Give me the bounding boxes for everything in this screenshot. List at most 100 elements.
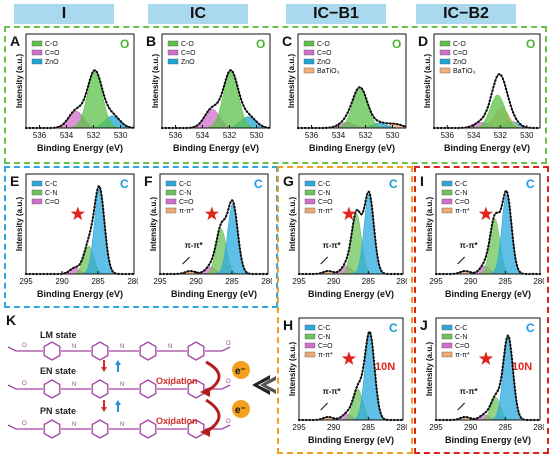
chain-n: N xyxy=(168,344,172,350)
x-tick-label: 534 xyxy=(196,131,210,140)
legend-swatch xyxy=(304,351,316,358)
oxidation-arrow-1 xyxy=(205,360,221,394)
chain-o-right: O xyxy=(226,379,231,385)
legend-swatch xyxy=(304,207,316,214)
xps-panel-f: F C 295 290 285 280 Binding Energy (eV) Intensi… xyxy=(144,173,272,299)
x-tick-label: 290 xyxy=(464,277,478,286)
legend-label: C=O xyxy=(318,343,333,350)
legend-swatch xyxy=(441,189,453,196)
panel-letter: C xyxy=(282,33,292,49)
legend-label: C-C xyxy=(455,325,467,332)
pi-pi-annotation: π-π* xyxy=(185,241,204,250)
annotation-arrow xyxy=(320,402,329,411)
x-tick-label: 530 xyxy=(386,131,400,140)
plot-frame xyxy=(435,317,541,421)
legend-swatch xyxy=(304,180,316,187)
panel-letter: G xyxy=(283,173,294,189)
pi-pi-annotation: π-π* xyxy=(323,387,342,396)
xps-panel-g: G C 295 290 285 280Binding Energy (eV) Intensi… xyxy=(283,173,407,299)
annotation-arrow xyxy=(457,402,466,411)
star-marker xyxy=(478,206,494,221)
electron-label-2: e⁻ xyxy=(235,405,246,416)
legend-swatch xyxy=(441,342,453,349)
load-label: 10N xyxy=(375,361,395,373)
benzene-ring xyxy=(43,379,61,399)
oxidation-label-2: Oxidation xyxy=(156,416,198,426)
oxidation-arrowhead-1 xyxy=(200,387,210,397)
xps-panel-e: E C 295 290 285 280 Binding Energy (eV) Intensi… xyxy=(10,173,138,299)
plot-frame xyxy=(25,173,135,275)
electron-label-1: e⁻ xyxy=(235,366,246,377)
plot-frame xyxy=(159,173,269,275)
legend-label: C-C xyxy=(455,181,467,188)
star-marker xyxy=(70,206,85,221)
annotation-arrow xyxy=(182,256,190,265)
x-tick-label: 536 xyxy=(169,131,183,140)
legend-swatch xyxy=(31,198,43,205)
xps-panel-b: B O 536 534 532 530 Binding Energy (eV) Intensi… xyxy=(146,33,272,153)
panel-letter: A xyxy=(10,33,20,49)
element-label: C xyxy=(254,177,263,191)
peak-cc xyxy=(26,188,134,275)
element-label: O xyxy=(392,37,401,51)
benzene-ring xyxy=(43,419,61,439)
oxidation-arrowhead-2 xyxy=(200,427,210,437)
plot-frame xyxy=(161,33,271,129)
legend-swatch xyxy=(167,40,179,47)
benzene-ring xyxy=(139,379,157,399)
benzene-ring xyxy=(139,341,157,361)
legend-swatch xyxy=(31,58,43,65)
element-label: O xyxy=(256,37,265,51)
x-tick-label: 280 xyxy=(127,277,138,286)
chain-end-right xyxy=(205,346,231,352)
element-label: C xyxy=(526,177,535,191)
x-axis-label: Binding Energy (eV) xyxy=(444,143,530,153)
legend-swatch xyxy=(441,180,453,187)
legend-swatch xyxy=(439,40,451,47)
header-ic: IC xyxy=(148,4,248,24)
x-tick-label: 295 xyxy=(292,423,306,432)
legend-label: C-O xyxy=(181,41,194,48)
y-axis-label: Intensity (a.u.) xyxy=(288,342,297,397)
x-tick-label: 285 xyxy=(362,423,376,432)
chain-n: N xyxy=(168,382,172,388)
legend-swatch xyxy=(303,67,315,74)
y-axis-label: Intensity (a.u.) xyxy=(15,197,24,252)
electron-badge-2 xyxy=(232,400,250,418)
x-tick-label: 534 xyxy=(60,131,74,140)
x-tick-label: 285 xyxy=(499,277,513,286)
x-tick-label: 280 xyxy=(261,277,272,286)
legend-label: C=O xyxy=(455,199,470,206)
x-tick-label: 285 xyxy=(362,277,376,286)
plot-frame xyxy=(297,33,407,129)
legend-label: C=O xyxy=(179,199,194,206)
x-tick-label: 532 xyxy=(87,131,101,140)
x-tick-label: 295 xyxy=(429,423,443,432)
legend-swatch xyxy=(441,351,453,358)
legend-swatch xyxy=(304,324,316,331)
legend-label: π-π* xyxy=(318,208,333,215)
state-pn: PN state xyxy=(40,406,76,416)
polymer-chains: O N N N O O N N N O O N N N O xyxy=(7,341,231,439)
peak-cc xyxy=(436,335,540,421)
legend-label: C-C xyxy=(45,181,57,188)
x-axis-label: Binding Energy (eV) xyxy=(173,143,259,153)
state-en: EN state xyxy=(40,366,76,376)
y-axis-label: Intensity (a.u.) xyxy=(149,197,158,252)
element-label: C xyxy=(120,177,129,191)
state-lm: LM state xyxy=(40,330,77,340)
chain-o-left: O xyxy=(22,343,27,349)
xps-panel-c: C O 536 534 532 530 Binding Energy (eV) Intensi… xyxy=(282,33,408,153)
legend-label: C=O xyxy=(45,50,60,57)
element-label: C xyxy=(526,321,535,335)
blue-arrowhead-1 xyxy=(115,360,121,365)
xps-panel-j: J C 10N 295 290 285 280Binding Energy (eV) Inte… xyxy=(420,317,544,445)
legend-label: C-N xyxy=(318,190,330,197)
x-tick-label: 536 xyxy=(441,131,455,140)
x-tick-label: 290 xyxy=(327,277,341,286)
panel-letter: F xyxy=(144,173,153,189)
x-tick-label: 532 xyxy=(359,131,373,140)
y-axis-label: Intensity (a.u.) xyxy=(288,197,297,252)
x-tick-label: 532 xyxy=(223,131,237,140)
x-tick-label: 280 xyxy=(533,423,544,432)
